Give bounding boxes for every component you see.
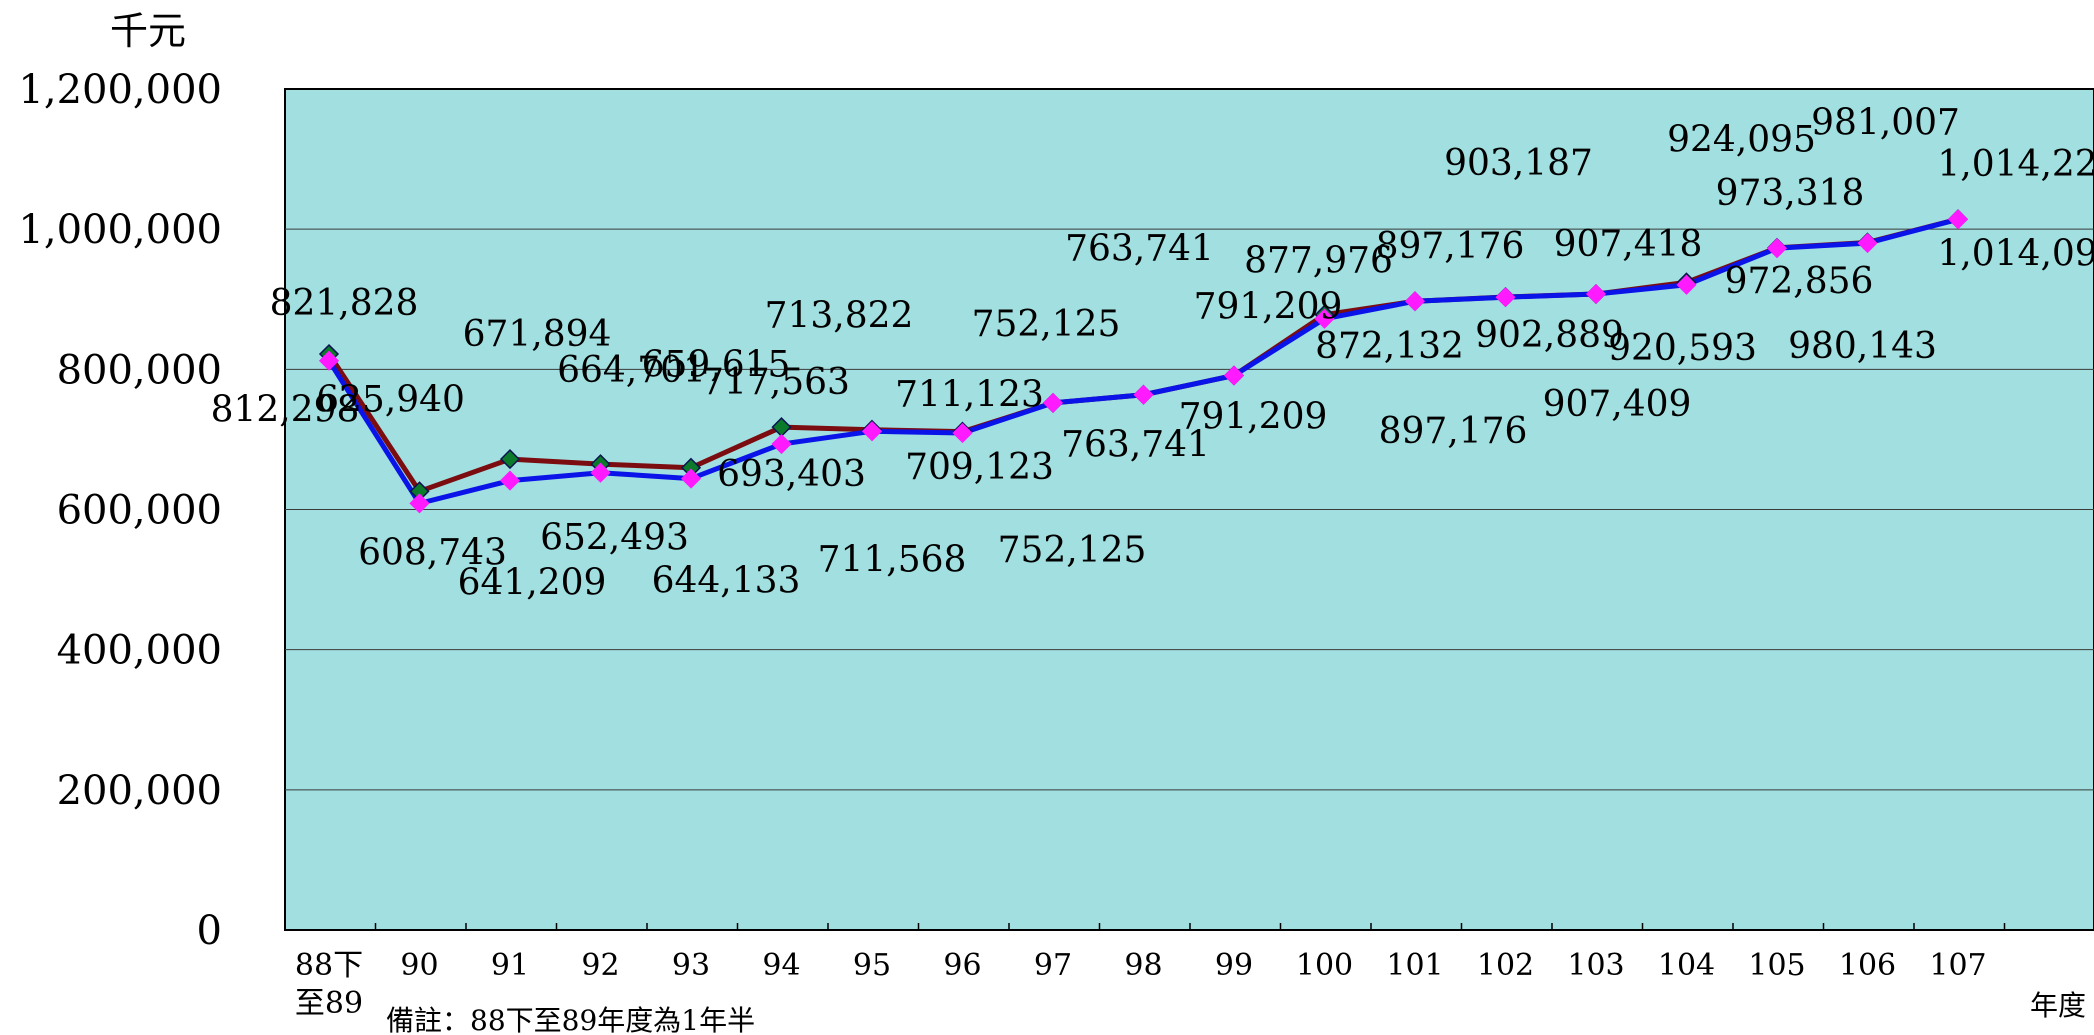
series-2-data-label: 1,014,097 xyxy=(1937,233,2094,274)
series-2-point xyxy=(1857,233,1878,254)
series-2-point xyxy=(771,433,792,455)
series-2-point xyxy=(590,462,611,483)
series-1-data-label: 1,014,220 xyxy=(1937,144,2094,185)
series-2-point xyxy=(1766,238,1788,259)
series-2-point xyxy=(409,493,430,514)
series-layer xyxy=(318,209,1969,514)
x-tick-label: 91 xyxy=(491,948,529,983)
series-2-point xyxy=(1404,291,1426,312)
y-tick-label: 1,200,000 xyxy=(18,67,222,113)
x-tick-label: 93 xyxy=(672,948,710,983)
x-tick-label: 100 xyxy=(1296,948,1353,983)
x-tick-label: 90 xyxy=(400,948,438,983)
series-2-point xyxy=(318,350,340,371)
y-tick-label: 200,000 xyxy=(57,768,222,814)
series-1-data-label: 664,701 xyxy=(557,350,706,391)
x-tick-label: 99 xyxy=(1215,948,1253,983)
series-2-data-label: 644,133 xyxy=(652,561,801,602)
series-2-point xyxy=(1223,365,1245,386)
series-2-data-label: 812,298 xyxy=(211,390,360,431)
series-1-data-label: 659,615 xyxy=(642,345,791,386)
series-1-data-label: 897,176 xyxy=(1376,226,1525,267)
series-2-point xyxy=(1042,392,1064,413)
data-labels: 821,828 625,940 671,894664,701659,615717,5… xyxy=(211,102,2094,603)
series-1-data-label: 924,095 xyxy=(1667,119,1816,160)
series-2-data-label: 902,889 xyxy=(1475,315,1624,356)
series-1-data-label: 713,822 xyxy=(765,296,914,337)
series-2-point xyxy=(861,421,883,442)
series-1-data-label: 903,187 xyxy=(1444,143,1593,184)
y-axis: 0 200,000 400,000 600,000 800,000 1,000,000 1,… xyxy=(18,67,222,954)
series-2-data-label: 897,176 xyxy=(1379,411,1528,452)
series-2-data-label: 608,743 xyxy=(358,532,507,573)
series-1-data-label: 981,007 xyxy=(1811,102,1960,143)
series-2-point xyxy=(680,468,702,489)
series-2-data-label: 752,125 xyxy=(998,530,1147,571)
x-tick-label: 106 xyxy=(1839,948,1896,983)
series-2-data-label: 763,741 xyxy=(1061,425,1210,466)
x-tick-label: 104 xyxy=(1658,948,1715,983)
series-1-data-label: 821,828 xyxy=(270,283,419,324)
y-tick-label: 0 xyxy=(197,908,222,954)
y-axis-unit: 千元 xyxy=(110,9,186,53)
series-2-point xyxy=(1133,384,1154,405)
y-tick-label: 400,000 xyxy=(57,628,222,674)
y-tick-label: 600,000 xyxy=(57,488,222,534)
series-1-data-label: 625,940 xyxy=(316,379,465,420)
series-2-point xyxy=(1947,209,1969,230)
x-tick-label: 105 xyxy=(1748,948,1805,983)
series-1-data-label: 973,318 xyxy=(1716,173,1865,214)
series-2-data-label: 652,493 xyxy=(540,518,689,559)
series-2-data-label: 872,132 xyxy=(1315,326,1464,367)
gridlines xyxy=(285,228,2094,791)
x-tick-label: 107 xyxy=(1929,948,1986,983)
x-tick-label: 97 xyxy=(1034,948,1072,983)
x-tick-label: 94 xyxy=(762,948,800,983)
series-2-point xyxy=(1495,287,1516,308)
y-tick-label: 1,000,000 xyxy=(18,207,222,253)
x-tick-label: 103 xyxy=(1567,948,1624,983)
series-2-data-label: 980,143 xyxy=(1788,326,1937,367)
series-1-data-label: 671,894 xyxy=(463,314,612,355)
x-axis-unit: 年度 xyxy=(2030,989,2086,1022)
x-tick-label: 101 xyxy=(1386,948,1443,983)
x-tick-label: 至89 xyxy=(295,986,363,1021)
series-2-point xyxy=(952,422,973,444)
series-2-data-label: 920,593 xyxy=(1608,328,1757,369)
series-1-data-label: 791,209 xyxy=(1194,286,1343,327)
y-tick-label: 800,000 xyxy=(57,347,222,393)
x-tick-label: 92 xyxy=(581,948,619,983)
series-2-point xyxy=(1585,283,1607,305)
series-2-point xyxy=(1314,308,1335,329)
series-2-data-label: 791,209 xyxy=(1179,396,1328,437)
chart-note: 備註：88下至89年度為1年半 xyxy=(386,1004,755,1035)
series-2-point xyxy=(1676,274,1697,295)
x-tick-label: 98 xyxy=(1124,948,1162,983)
series-1-data-label: 907,418 xyxy=(1554,224,1703,265)
series-2-data-label: 907,409 xyxy=(1543,384,1692,425)
series-1-data-label: 763,741 xyxy=(1065,229,1214,270)
series-2-data-label: 641,209 xyxy=(458,563,607,604)
x-tick-label: 102 xyxy=(1477,948,1534,983)
series-1-data-label: 752,125 xyxy=(972,304,1121,345)
series-1-data-label: 877,976 xyxy=(1244,241,1393,282)
series-2-data-label: 709,123 xyxy=(905,447,1054,488)
series-2-data-label: 972,856 xyxy=(1725,261,1874,302)
series-1-data-label: 717,563 xyxy=(701,362,850,403)
series-1-point xyxy=(499,449,521,470)
x-tick-label: 88下 xyxy=(295,948,363,983)
series-2-data-label: 693,403 xyxy=(717,454,866,495)
x-tick-label: 96 xyxy=(943,948,981,983)
x-tick-label: 95 xyxy=(853,948,891,983)
series-2-point xyxy=(499,470,521,491)
series-1-data-label: 711,123 xyxy=(895,375,1044,416)
x-axis: 88下至89 90 91 92 93 94 95 96 97 98 99 100 101 102 103 10… xyxy=(295,948,1987,1021)
x-tick-marks xyxy=(284,923,2006,930)
series-2-data-label: 711,568 xyxy=(818,539,967,580)
